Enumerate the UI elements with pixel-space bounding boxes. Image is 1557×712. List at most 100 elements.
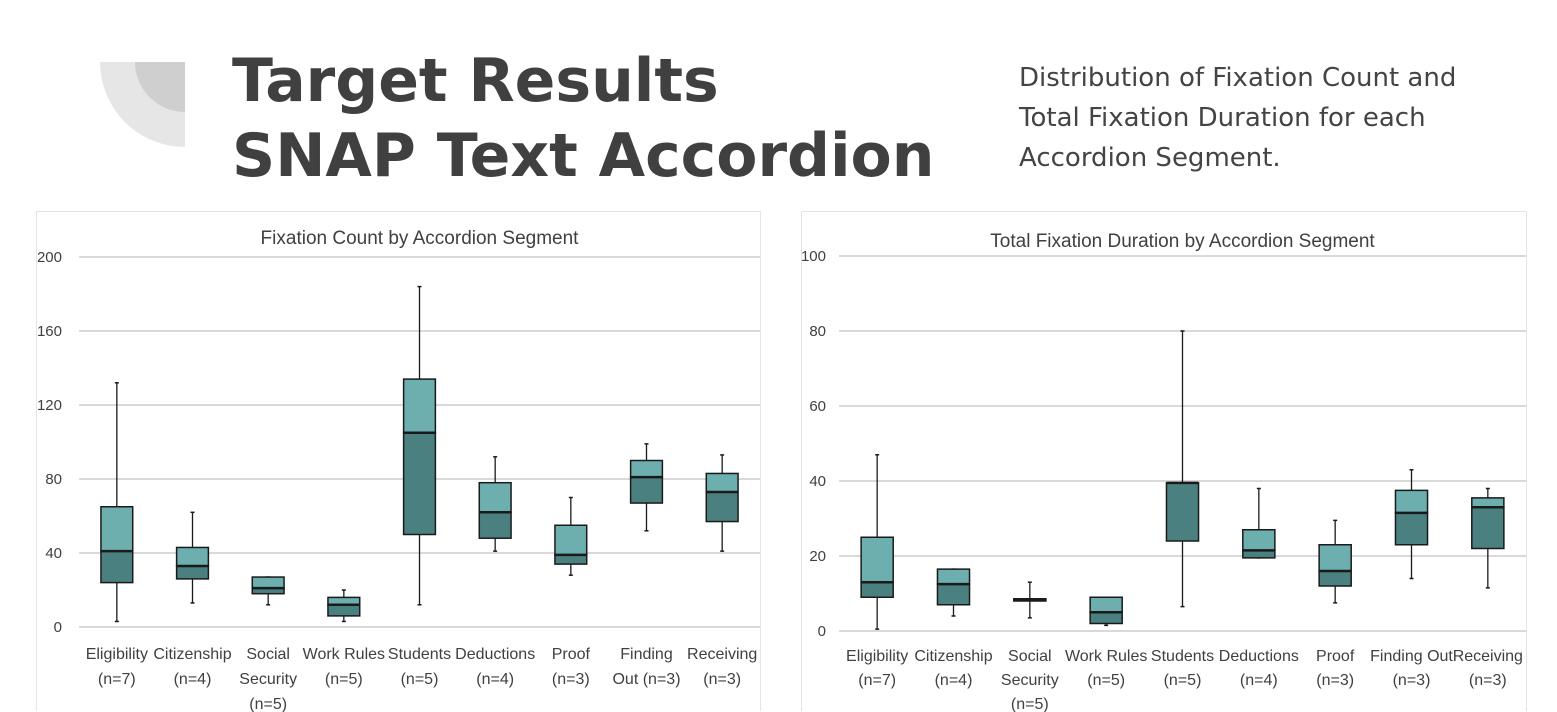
category-label: Citizenship (n=4)	[153, 646, 231, 688]
box-6	[1242, 487, 1276, 559]
category-label-line: Citizenship	[153, 646, 231, 663]
category-label: Eligibility (n=7)	[86, 646, 148, 688]
y-tick-label: 40	[45, 545, 62, 562]
box-lower-quartile	[175, 565, 210, 580]
box-upper-quartile	[175, 546, 210, 567]
category-label-line: Citizenship	[914, 648, 992, 665]
category-label-line: (n=5)	[1011, 696, 1049, 712]
category-label: Receiving (n=3)	[1453, 648, 1523, 689]
category-label-line: Deductions	[1219, 648, 1299, 665]
box-4	[327, 589, 361, 623]
box-lower-quartile	[936, 583, 971, 606]
box-upper-quartile	[478, 481, 512, 514]
category-label-line: Receiving	[1453, 648, 1523, 665]
category-label: Social Security (n=5)	[239, 646, 297, 712]
category-label: Deductions (n=4)	[1219, 648, 1299, 689]
box-7	[554, 496, 588, 576]
category-label-line: (n=5)	[1087, 672, 1125, 689]
category-label: Students (n=5)	[1151, 648, 1214, 689]
y-tick-label: 120	[37, 397, 62, 414]
box-1	[860, 454, 894, 630]
category-label-line: (n=5)	[1164, 672, 1202, 689]
box-lower-quartile	[554, 554, 588, 565]
fixation-count-chart: Fixation Count by Accordion Segment 0 40 80…	[37, 228, 760, 712]
category-label: Proof (n=3)	[552, 646, 591, 688]
box-3	[1013, 581, 1047, 619]
category-label: Eligibility (n=7)	[846, 648, 908, 689]
box-lower-quartile	[100, 550, 134, 584]
category-label-line: Proof	[552, 646, 591, 663]
category-label-line: Receiving	[687, 646, 757, 663]
box-upper-quartile	[1394, 489, 1429, 514]
box-upper-quartile	[554, 524, 588, 556]
category-label-line: Finding Out	[1370, 648, 1453, 665]
category-label: Deductions (n=4)	[455, 646, 535, 688]
box-upper-quartile	[1471, 497, 1505, 508]
box-lower-quartile	[478, 511, 512, 539]
box-8	[629, 443, 664, 532]
box-upper-quartile	[1318, 544, 1352, 572]
y-tick-label: 80	[809, 323, 826, 340]
box-upper-quartile	[705, 472, 739, 493]
category-label: Receiving (n=3)	[687, 646, 757, 688]
category-label: Finding Out (n=3)	[612, 646, 680, 688]
category-label-line: Out (n=3)	[612, 671, 680, 688]
box-9	[1471, 487, 1505, 589]
category-label-line: Security	[239, 671, 297, 688]
box-lower-quartile	[402, 432, 437, 536]
y-tick-label: 80	[45, 471, 62, 488]
box-5	[402, 285, 437, 606]
box-upper-quartile	[100, 506, 134, 552]
category-label-line: Eligibility	[846, 648, 908, 665]
category-label-line: (n=4)	[476, 671, 514, 688]
box-upper-quartile	[860, 536, 894, 583]
category-label: Work Rules (n=5)	[1065, 648, 1147, 689]
box-2	[936, 568, 971, 617]
category-label: Proof (n=3)	[1316, 648, 1355, 689]
category-label-line: (n=5)	[325, 671, 363, 688]
category-label: Citizenship (n=4)	[914, 648, 992, 689]
category-label-line: Eligibility	[86, 646, 148, 663]
fixation-duration-chart: Total Fixation Duration by Accordion Seg…	[802, 231, 1526, 712]
y-tick-label: 0	[54, 619, 62, 636]
box-3	[251, 576, 285, 606]
category-label: Work Rules (n=5)	[303, 646, 385, 688]
box-1	[100, 382, 134, 623]
category-label: Students (n=5)	[388, 646, 451, 688]
category-label-line: (n=7)	[98, 671, 136, 688]
category-label-line: Deductions	[455, 646, 535, 663]
page-title-line-2: SNAP Text Accordion	[232, 121, 935, 191]
box-upper-quartile	[936, 568, 971, 585]
box-6	[478, 456, 512, 552]
y-tick-label: 100	[802, 248, 826, 265]
category-label-line: (n=3)	[703, 671, 741, 688]
box-7	[1318, 519, 1352, 604]
y-tick-label: 160	[37, 323, 62, 340]
page-title: Target Results SNAP Text Accordion	[232, 44, 934, 194]
y-tick-label: 40	[809, 473, 826, 490]
chart-title: Fixation Count by Accordion Segment	[261, 228, 580, 249]
box-lower-quartile	[1318, 570, 1352, 587]
box-lower-quartile	[1394, 512, 1429, 546]
box-8	[1394, 469, 1429, 580]
category-label-line: (n=3)	[552, 671, 590, 688]
category-label-line: Social	[246, 646, 290, 663]
category-label-line: (n=5)	[249, 696, 287, 712]
fixation-duration-chart-panel: Total Fixation Duration by Accordion Seg…	[801, 211, 1527, 712]
category-label-line: Students	[388, 646, 451, 663]
y-tick-label: 0	[818, 623, 826, 640]
fixation-count-chart-panel: Fixation Count by Accordion Segment 0 40 80…	[36, 211, 761, 712]
category-label: Social Security (n=5)	[1001, 648, 1059, 712]
box-upper-quartile	[402, 378, 437, 434]
category-label-line: Security	[1001, 672, 1059, 689]
box-2	[175, 511, 210, 604]
y-tick-label: 60	[809, 398, 826, 415]
category-label-line: (n=4)	[1240, 672, 1278, 689]
box-upper-quartile	[1089, 596, 1123, 613]
box-lower-quartile	[327, 604, 361, 617]
box-lower-quartile	[1471, 506, 1505, 550]
box-9	[705, 454, 739, 552]
box-upper-quartile	[1242, 529, 1276, 552]
category-label: Finding Out (n=3)	[1370, 648, 1453, 689]
box-5	[1165, 330, 1200, 608]
